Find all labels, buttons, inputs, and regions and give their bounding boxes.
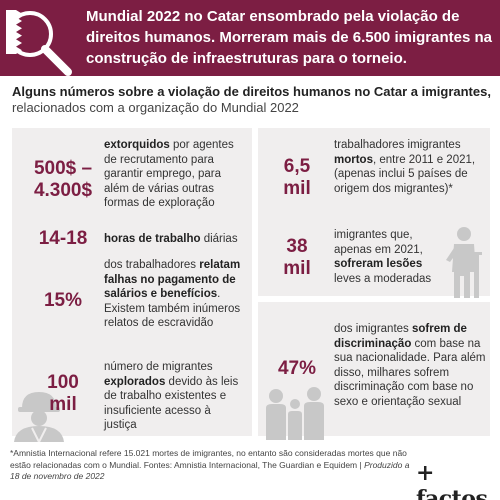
stat-value-line1: 15% (43, 290, 83, 311)
stat-desc-rest: , entre 2011 e 2021, (apenas inclui 5 pa… (334, 153, 476, 195)
stat-value-wages: 15% (22, 290, 104, 312)
stat-desc-hours: horas de trabalho diárias (104, 232, 246, 247)
stat-value-discrimination: 47% (262, 358, 332, 380)
stat-value-line1: 6,5 (283, 156, 311, 177)
worker-icon (14, 392, 64, 442)
stat-value-extortion: 500$ – 4.300$ (22, 158, 104, 202)
stat-desc-discrimination: dos imigrantes sofrem de discriminação c… (334, 322, 486, 409)
stat-desc-pre: dos trabalhadores (104, 259, 200, 271)
stat-desc-rest: com base na sua nacionalidade. Para além… (334, 337, 486, 408)
brand-logo: + factos (416, 460, 488, 500)
stat-desc-bold: mortos (334, 153, 373, 166)
subtitle-regular: relacionados com a organização do Mundia… (12, 100, 299, 115)
header-banner: Mundial 2022 no Catar ensombrado pela vi… (0, 0, 500, 76)
stat-desc-pre: dos imigrantes (334, 323, 412, 335)
stat-value-line1: 100 (47, 372, 79, 393)
stat-value-line1: 14-18 (38, 228, 88, 249)
stat-value-hours: 14-18 (22, 228, 104, 250)
stat-value-line2: mil (283, 178, 311, 199)
stat-value-exploited: 100 mil (22, 372, 104, 416)
subtitle: Alguns números sobre a violação de direi… (12, 84, 492, 116)
stat-value-line2: mil (49, 394, 77, 415)
stat-value-line2: mil (283, 258, 311, 279)
people-group-icon (266, 387, 324, 440)
stat-desc-bold: sofrem de discriminação (334, 323, 467, 350)
stat-desc-wages: dos trabalhadores relatam falhas no paga… (104, 258, 246, 331)
stat-value-deaths: 6,5 mil (262, 156, 332, 200)
stat-desc-pre: trabalhadores imigrantes (334, 139, 461, 151)
stats-panel-left (12, 128, 252, 436)
stats-panel-right-top (258, 128, 490, 296)
footnote-date: Produzido a 18 de novembro de 2022 (10, 459, 410, 482)
stat-desc-extortion: extorquidos por agentes de recrutamento … (104, 138, 246, 211)
stat-value-line1: 47% (277, 358, 317, 379)
stat-desc-bold: relatam falhas no pagamento de salários … (104, 259, 241, 300)
stat-desc-bold: extorquidos (104, 139, 170, 151)
stat-desc-bold: sofreram lesões (334, 258, 423, 270)
stat-value-injuries: 38 mil (262, 236, 332, 280)
stat-desc-bold: horas de trabalho (104, 233, 201, 245)
stat-desc-rest: devido às leis de trabalho existentes e … (104, 375, 239, 432)
stat-desc-rest: por agentes de recrutamento para garanti… (104, 139, 234, 209)
stat-desc-rest: . Existem também inúmeros relatos de esc… (104, 288, 241, 329)
footnote-text: *Amnistia Internacional refere 15.021 mo… (10, 448, 407, 470)
stat-desc-pre: número de migrantes (104, 361, 213, 373)
magnifier-icon (7, 11, 72, 76)
stat-desc-deaths: trabalhadores imigrantes mortos, entre 2… (334, 138, 486, 196)
subtitle-bold: Alguns números sobre a violação de direi… (12, 84, 491, 99)
stat-desc-injuries: imigrantes que, apenas em 2021, sofreram… (334, 228, 442, 286)
stat-desc-rest: leves a moderadas (334, 272, 432, 285)
stat-value-line2: 4.300$ (33, 180, 93, 201)
stat-value-line1: 500$ – (33, 158, 93, 179)
injured-person-icon (446, 227, 482, 298)
headline: Mundial 2022 no Catar ensombrado pela vi… (86, 8, 492, 67)
stat-value-line1: 38 (286, 236, 308, 257)
stat-desc-pre: imigrantes que, apenas em 2021, (334, 229, 423, 256)
stat-desc-exploited: número de migrantes explorados devido às… (104, 360, 246, 433)
stat-desc-bold: explorados (104, 375, 166, 388)
stat-desc-rest: diárias (200, 233, 238, 245)
footnote: *Amnistia Internacional refere 15.021 mo… (10, 448, 420, 483)
